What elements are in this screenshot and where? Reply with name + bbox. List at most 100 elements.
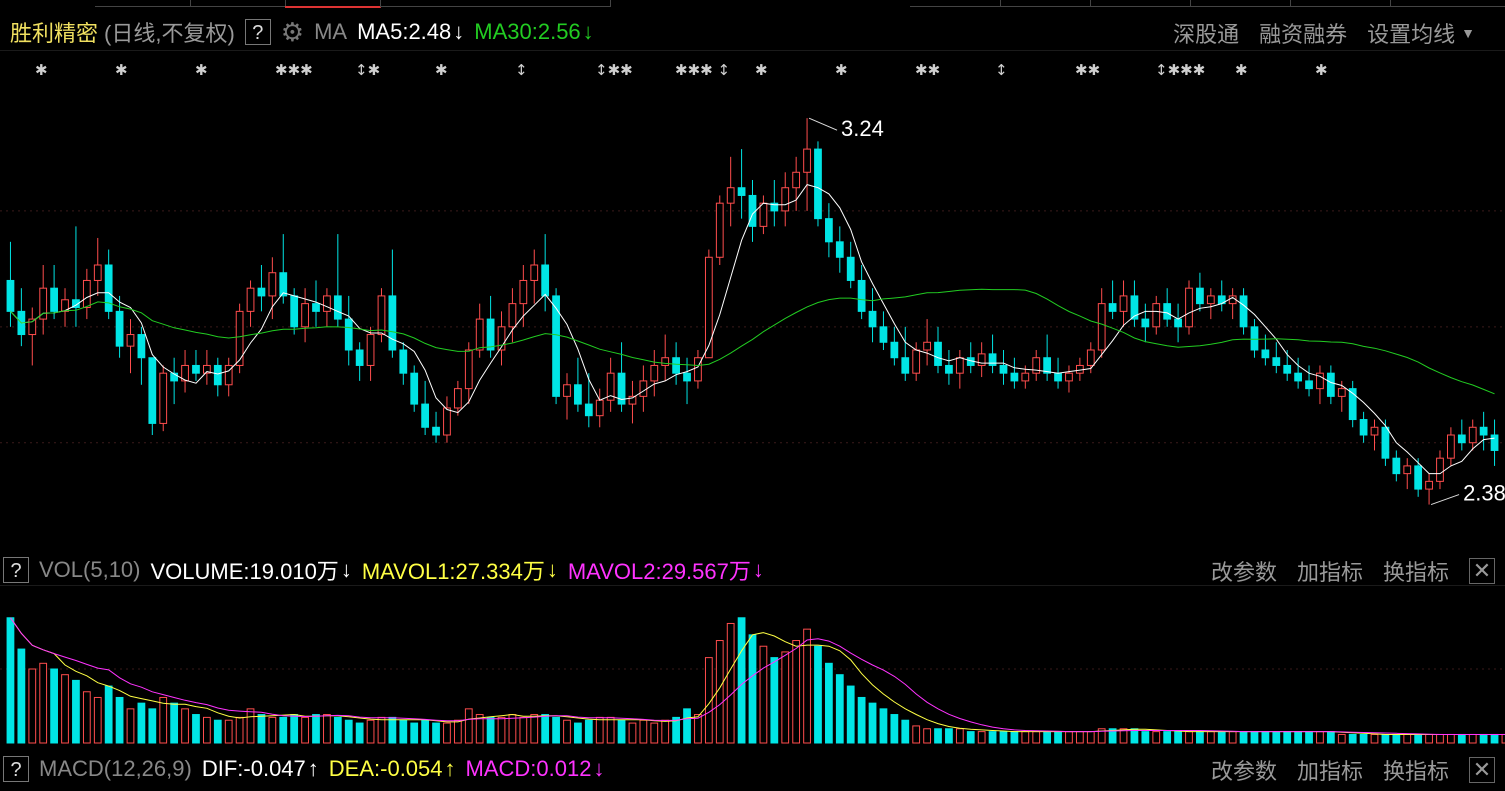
close-icon[interactable]: ✕ [1469, 558, 1495, 584]
tab-segment[interactable] [1090, 0, 1191, 7]
event-marker: ✱ [1235, 61, 1248, 79]
candle-up [497, 311, 506, 366]
candle-body [50, 287, 58, 312]
vol-title[interactable]: VOL(5,10) [39, 557, 141, 582]
stock-name[interactable]: 胜利精密 [10, 21, 99, 46]
candlestick-chart[interactable]: ✱ ✱ ✱ ✱✱✱ ↕✱ ✱ ↕ ↕✱✱ ✱✱✱ ↕ ✱ ✱ ✱✱ ↕ ✱✱ ↕✱✱✱ ✱ ✱3.242.38 [0, 50, 1505, 550]
tool-margin[interactable]: 融资融券 [1259, 22, 1348, 47]
tab-segment[interactable] [1390, 0, 1505, 7]
vol-add-indicator[interactable]: 加指标 [1296, 560, 1363, 585]
candle-body [235, 310, 244, 366]
event-marker: ↕ [995, 61, 1008, 79]
macd-tools: 改参数 加指标 换指标 ✕ [1191, 754, 1495, 786]
event-marker: ✱✱✱ [275, 61, 313, 79]
vol-switch-indicator[interactable]: 换指标 [1382, 560, 1449, 585]
candle-down [617, 342, 626, 412]
candle-down [1217, 280, 1226, 312]
vol-help-button[interactable]: ? [3, 557, 29, 583]
volume-bar-down [1294, 731, 1303, 744]
gear-icon[interactable]: ⚙ [280, 16, 305, 47]
volume-bar-down [432, 722, 440, 744]
volume-bar-down [683, 708, 691, 744]
volume-bar-up [443, 722, 451, 744]
event-marker: ↕ [515, 61, 528, 79]
candle-body [574, 384, 582, 405]
tab-segment[interactable] [1290, 0, 1391, 7]
candle-body [1479, 426, 1488, 436]
candle-down [988, 334, 997, 374]
macd-arrow: ↓ [593, 756, 605, 781]
volume-bar-down [1054, 731, 1062, 744]
candle-up [61, 288, 69, 327]
candle-body [61, 299, 69, 312]
macd-add-indicator[interactable]: 加指标 [1296, 759, 1363, 784]
tab-segment[interactable] [190, 0, 286, 7]
high-annotation-pointer [808, 117, 838, 131]
candle-body [181, 364, 189, 382]
volume-bar-down [290, 714, 299, 744]
mavol1-value: MAVOL1:27.334万 [361, 559, 545, 584]
dif-value: DIF:-0.047 [201, 756, 306, 781]
candle-body [1447, 434, 1455, 459]
volume-bar-up [1075, 731, 1084, 744]
candle-up [1065, 365, 1073, 393]
candle-down [1196, 272, 1204, 312]
macd-help-button[interactable]: ? [3, 756, 29, 782]
volume-bar-up [366, 719, 375, 744]
tab-segment[interactable] [910, 0, 1001, 7]
main-chart-header: 胜利精密 (日线,不复权) ? ⚙ MA MA5:2.48 ↓ MA30:2.5… [10, 17, 604, 47]
candle-down [868, 288, 877, 343]
ma-label[interactable]: MA [314, 19, 348, 44]
candle-down [966, 342, 975, 374]
candle-down [170, 357, 179, 405]
candle-up [235, 303, 244, 374]
volume-bar-up [453, 719, 462, 744]
candle-body [901, 357, 910, 374]
volume-bar-up [519, 716, 528, 744]
tab-segment[interactable] [1190, 0, 1291, 7]
candle-down [814, 141, 822, 227]
low-annotation-pointer [1430, 494, 1460, 506]
volume-bar-down [148, 708, 157, 744]
volume-bar-down [1174, 731, 1182, 744]
candle-down [1381, 419, 1390, 466]
candle-body [694, 357, 702, 382]
volume-bar-up [650, 722, 659, 744]
volume-bar-down [934, 728, 942, 744]
volume-bar-up [759, 645, 768, 744]
tool-set-ma[interactable]: 设置均线 [1367, 22, 1456, 47]
tab-segment[interactable] [1000, 0, 1091, 7]
tab-segment[interactable] [95, 0, 191, 7]
volume-bar-up [202, 716, 211, 744]
candle-down [825, 203, 833, 258]
candle-body [781, 187, 790, 212]
candle-body [650, 364, 659, 382]
volume-bar-down [1490, 733, 1499, 744]
close-icon[interactable]: ✕ [1469, 757, 1495, 783]
candle-up [563, 373, 571, 420]
candle-down [137, 326, 146, 385]
vol-change-params[interactable]: 改参数 [1210, 560, 1277, 585]
volume-bar-up [1119, 728, 1128, 744]
candle-body [955, 357, 964, 374]
macd-switch-indicator[interactable]: 换指标 [1382, 759, 1449, 784]
macd-title[interactable]: MACD(12,26,9) [39, 756, 192, 781]
macd-change-params[interactable]: 改参数 [1210, 759, 1277, 784]
candle-body [333, 295, 342, 320]
chevron-down-icon[interactable]: ▼ [1461, 25, 1475, 41]
candle-body [1152, 303, 1161, 328]
volume-chart[interactable] [0, 585, 1505, 745]
tab-segment[interactable] [380, 0, 611, 7]
candle-body [1305, 380, 1313, 390]
candle-body [192, 364, 200, 374]
ma5-arrow: ↓ [453, 19, 465, 44]
volume-bar-up [563, 719, 571, 744]
tab-segment-active[interactable] [285, 0, 381, 8]
candle-body [475, 318, 484, 351]
help-button[interactable]: ? [244, 19, 271, 45]
volume-bar-down [137, 702, 146, 744]
tool-shenguotong[interactable]: 深股通 [1173, 22, 1240, 47]
adjust-label[interactable]: (日线,不复权) [104, 21, 235, 46]
volume-bar-down [72, 679, 80, 744]
candle-body [639, 380, 648, 397]
